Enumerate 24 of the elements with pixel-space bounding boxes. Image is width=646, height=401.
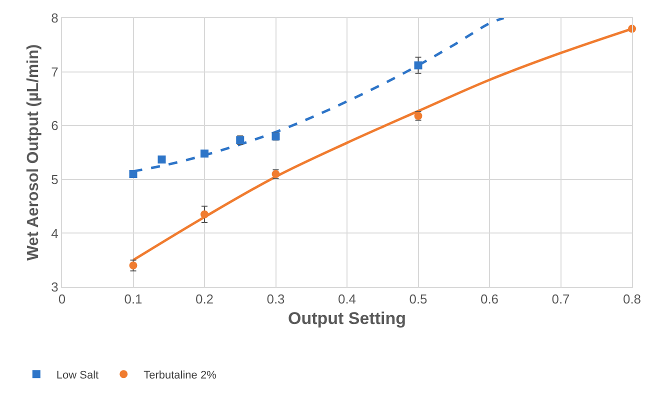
legend-label: Terbutaline 2% — [144, 369, 217, 382]
x-tick-label: 0.8 — [622, 292, 642, 307]
point — [200, 210, 208, 218]
x-tick-label: 0.1 — [124, 292, 142, 307]
x-tick-label: 0.6 — [480, 292, 499, 307]
y-tick-label: 3 — [51, 280, 58, 295]
x-tick-label: 0.7 — [552, 292, 570, 307]
point — [414, 61, 422, 70]
x-tick-label: 0.4 — [338, 292, 356, 307]
y-tick-label: 5 — [51, 172, 58, 187]
x-tick-label: 0.5 — [409, 292, 428, 307]
legend-label: Low Salt — [56, 369, 99, 382]
point — [200, 150, 208, 158]
x-axis-title: Output Setting — [288, 309, 406, 328]
y-tick-label: 7 — [51, 64, 58, 80]
x-tick-label: 0.3 — [266, 292, 285, 307]
point — [129, 170, 138, 178]
y-tick-label: 8 — [51, 10, 58, 26]
point — [158, 155, 166, 164]
y-tick-label: 6 — [51, 118, 58, 134]
y-axis-title: Wet Aerosol Output (µL/min) — [25, 44, 42, 261]
x-tick-label: 0.2 — [195, 292, 214, 307]
x-tick-label: 0 — [58, 292, 66, 307]
y-tick-label: 4 — [51, 226, 58, 241]
